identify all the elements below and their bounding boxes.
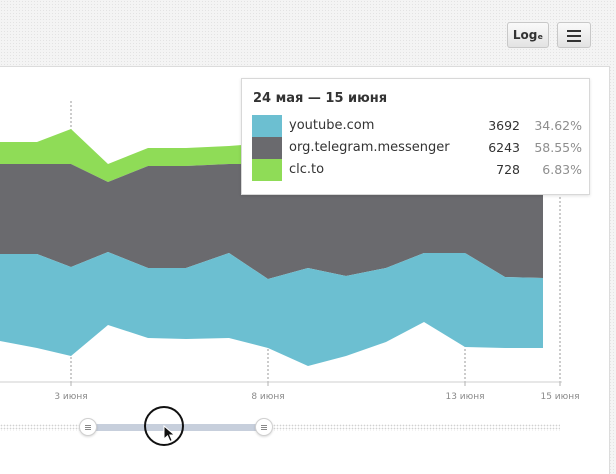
grip-icon	[85, 424, 91, 430]
click-indicator	[144, 406, 184, 446]
menu-button[interactable]	[557, 22, 591, 48]
hamburger-icon	[567, 29, 581, 42]
x-tick-label: 15 июня	[540, 392, 579, 402]
grip-icon	[261, 424, 267, 430]
series-value: 728	[496, 162, 520, 177]
x-tick-label: 3 июня	[54, 392, 87, 402]
range-slider-left-handle[interactable]	[79, 418, 97, 436]
mouse-pointer-icon	[163, 425, 176, 443]
tooltip-row: org.telegram.messenger 6243 58.55%	[252, 137, 582, 159]
x-tick-label: 13 июня	[445, 392, 484, 402]
series-area-youtube.com	[0, 252, 543, 366]
range-slider-track[interactable]	[0, 424, 560, 431]
series-percent: 34.62%	[534, 118, 582, 133]
tooltip-row: clc.to 728 6.83%	[252, 159, 582, 181]
series-value: 6243	[488, 140, 520, 155]
series-value: 3692	[488, 118, 520, 133]
tooltip-row: youtube.com 3692 34.62%	[252, 115, 582, 137]
legend-swatch-telegram	[252, 137, 282, 159]
legend-swatch-clc	[252, 159, 282, 181]
series-name: clc.to	[289, 162, 325, 177]
x-tick-label: 8 июня	[251, 392, 284, 402]
series-name: org.telegram.messenger	[289, 140, 450, 155]
tooltip-title: 24 мая — 15 июня	[253, 91, 388, 106]
series-name: youtube.com	[289, 118, 375, 133]
log-scale-button[interactable]: Logₑ	[507, 22, 549, 48]
legend-swatch-youtube	[252, 115, 282, 137]
header: Logₑ	[0, 0, 616, 62]
series-percent: 58.55%	[534, 140, 582, 155]
series-percent: 6.83%	[542, 162, 582, 177]
tooltip: 24 мая — 15 июня youtube.com 3692 34.62%…	[241, 78, 590, 195]
range-slider-right-handle[interactable]	[255, 418, 273, 436]
